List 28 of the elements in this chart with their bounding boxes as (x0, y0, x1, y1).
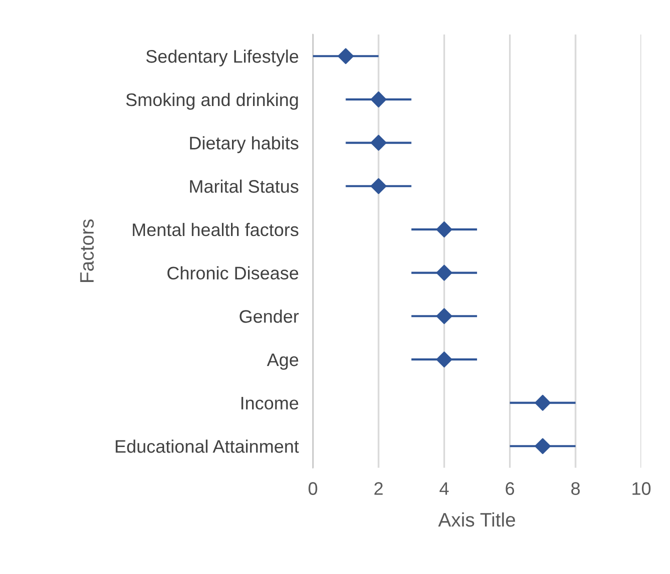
y-axis-title: Factors (80, 219, 94, 282)
y-tick-label: Gender (240, 310, 299, 323)
y-tick-label: Income (241, 396, 298, 410)
point (534, 394, 551, 411)
point (436, 308, 452, 324)
y-tick-label: Smoking and drinking (126, 92, 298, 110)
y-tick-label: Dietary habits (190, 136, 298, 154)
point (370, 134, 387, 151)
y-tick-label: Mental health factors (132, 222, 298, 236)
point (534, 438, 551, 454)
point (370, 178, 387, 194)
y-tick-label: Age (266, 354, 298, 370)
x-tick-label: 0 (308, 482, 318, 495)
y-tick-label: Marital Status (190, 180, 298, 193)
point (370, 91, 387, 108)
x-tick-label: 2 (374, 482, 383, 495)
point (436, 351, 452, 368)
x-tick-label: 6 (506, 482, 514, 495)
point (436, 221, 452, 238)
x-tick-label: 8 (571, 482, 580, 495)
y-tick-label: Chronic Disease (167, 266, 298, 280)
point (338, 48, 354, 64)
y-tick-label: Sedentary Lifestyle (146, 50, 298, 66)
x-tick-label: 10 (632, 482, 651, 495)
point (436, 264, 452, 281)
x-tick-label: 4 (440, 482, 449, 495)
x-axis-title: Axis Title (438, 512, 516, 527)
y-tick-label: Educational Attainment (116, 440, 299, 453)
